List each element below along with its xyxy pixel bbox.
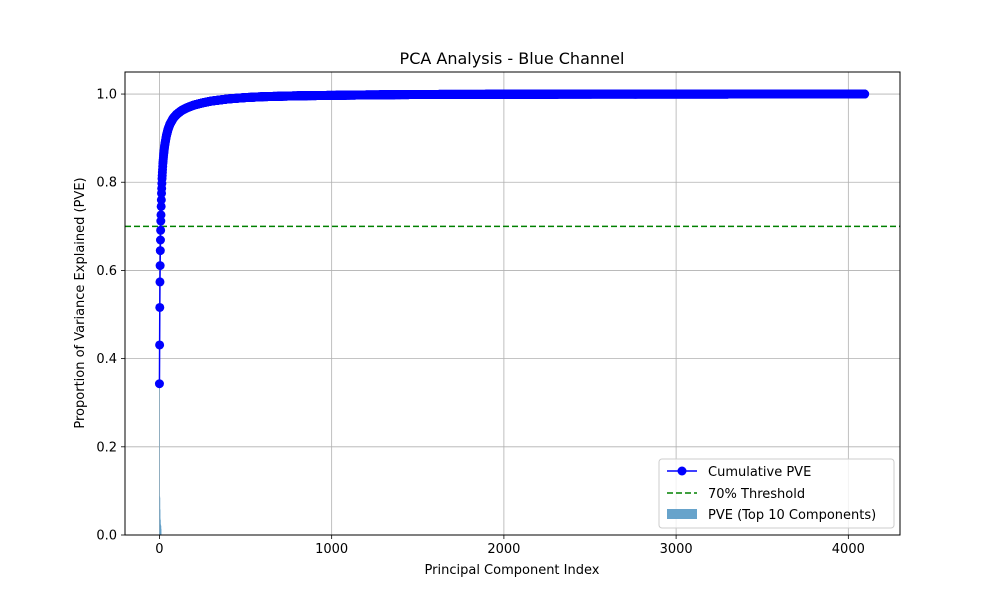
plot-frame (124, 71, 901, 536)
legend-box (658, 458, 895, 529)
x-tick-label: 0 (155, 542, 163, 557)
y-axis-label: Proportion of Variance Explained (PVE) (73, 177, 88, 428)
legend-pve-label: PVE (Top 10 Components) (708, 508, 876, 523)
legend-cumulative-marker (677, 466, 687, 476)
y-tick-label: 0.2 (96, 440, 117, 455)
cumulative-pve-point (155, 277, 165, 287)
y-tick-label: 0.8 (96, 176, 117, 191)
cumulative-pve-point (156, 201, 166, 211)
legend-pve-patch (667, 509, 697, 519)
chart-title: PCA Analysis - Blue Channel (400, 49, 625, 68)
y-tick-label: 0.4 (96, 352, 117, 367)
legend-threshold-label: 70% Threshold (708, 487, 805, 502)
x-tick-label: 2000 (487, 542, 520, 557)
y-tick-label: 0.0 (96, 529, 117, 544)
pve-bars (159, 383, 162, 535)
cumulative-pve-point (860, 89, 870, 99)
cumulative-pve-point (156, 195, 166, 205)
axis-ticks: 0 1000 2000 3000 4000 0.0 0.2 0.4 0.6 0.8 1.0 (96, 88, 865, 557)
x-tick-label: 4000 (832, 542, 865, 557)
cumulative-pve-point (155, 235, 165, 245)
x-tick-label: 1000 (315, 542, 348, 557)
pve-bar (159, 383, 160, 535)
x-axis-label: Principal Component Index (425, 563, 600, 578)
cumulative-pve-point (155, 261, 165, 271)
cumulative-pve-series (154, 89, 870, 389)
legend: Cumulative PVE 70% Threshold PVE (Top 10… (658, 458, 895, 529)
cumulative-pve-point (156, 210, 166, 220)
x-tick-label: 3000 (660, 542, 693, 557)
legend-cumulative-label: Cumulative PVE (708, 465, 811, 480)
pve-bar (160, 528, 162, 535)
y-tick-label: 0.6 (96, 264, 117, 279)
cumulative-pve-point (156, 225, 166, 235)
cumulative-pve-point (155, 246, 165, 256)
y-tick-label: 1.0 (96, 88, 117, 103)
cumulative-pve-point (154, 379, 164, 389)
cumulative-pve-point (155, 302, 165, 312)
cumulative-pve-point (155, 340, 165, 350)
